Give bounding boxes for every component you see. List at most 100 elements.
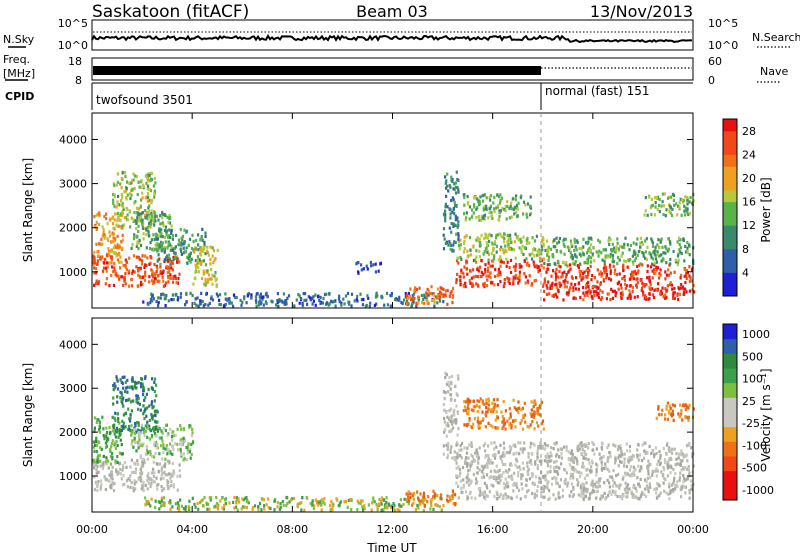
data-cell bbox=[644, 239, 647, 243]
data-cell bbox=[687, 468, 690, 472]
data-cell bbox=[453, 187, 456, 192]
data-cell bbox=[616, 494, 619, 499]
data-cell bbox=[660, 291, 663, 295]
data-cell bbox=[176, 427, 179, 431]
data-cell bbox=[145, 181, 148, 185]
data-cell bbox=[155, 394, 158, 398]
data-cell bbox=[409, 496, 412, 500]
data-cell bbox=[148, 187, 151, 191]
data-cell bbox=[693, 290, 696, 294]
data-cell bbox=[443, 237, 446, 241]
data-cell bbox=[592, 484, 595, 488]
data-cell bbox=[357, 271, 360, 275]
data-cell bbox=[631, 286, 634, 290]
data-cell bbox=[121, 212, 125, 216]
data-cell bbox=[94, 461, 97, 465]
data-cell bbox=[679, 452, 682, 456]
data-cell bbox=[664, 293, 667, 297]
data-cell bbox=[536, 455, 539, 459]
data-cell bbox=[124, 380, 127, 384]
data-cell bbox=[626, 487, 629, 491]
data-cell bbox=[185, 445, 188, 449]
data-cell bbox=[221, 506, 224, 510]
data-cell bbox=[596, 293, 599, 297]
data-cell bbox=[168, 241, 171, 245]
data-cell bbox=[662, 251, 665, 255]
data-cell bbox=[139, 467, 142, 471]
data-cell bbox=[197, 243, 200, 247]
data-cell bbox=[133, 482, 136, 486]
data-cell bbox=[439, 493, 443, 497]
data-cell bbox=[650, 256, 653, 260]
data-cell bbox=[470, 461, 473, 465]
data-cell bbox=[587, 270, 590, 275]
data-cell bbox=[497, 450, 500, 454]
data-cell bbox=[456, 216, 459, 220]
colorbar-segment bbox=[723, 237, 737, 250]
data-cell bbox=[154, 237, 157, 241]
data-cell bbox=[118, 428, 121, 432]
data-cell bbox=[277, 304, 280, 308]
data-cell bbox=[156, 420, 159, 424]
data-cell bbox=[510, 496, 513, 501]
data-cell bbox=[654, 287, 657, 292]
data-cell bbox=[582, 485, 585, 489]
data-cell bbox=[141, 196, 144, 200]
data-cell bbox=[469, 464, 472, 468]
data-cell bbox=[569, 476, 572, 480]
data-cell bbox=[496, 497, 499, 501]
data-cell bbox=[101, 415, 104, 419]
data-cell bbox=[449, 416, 452, 420]
data-cell bbox=[167, 472, 171, 476]
data-cell bbox=[639, 465, 643, 469]
data-cell bbox=[443, 420, 446, 424]
data-cell bbox=[670, 451, 674, 455]
data-cell bbox=[611, 296, 614, 300]
data-cell bbox=[501, 235, 504, 239]
data-cell bbox=[109, 448, 112, 452]
data-cell bbox=[579, 295, 582, 300]
data-cell bbox=[468, 483, 471, 487]
data-cell bbox=[148, 481, 151, 485]
data-cell bbox=[145, 429, 148, 433]
data-cell bbox=[117, 224, 120, 228]
data-cell bbox=[116, 224, 119, 228]
data-cell bbox=[525, 212, 528, 216]
data-cell bbox=[518, 277, 521, 281]
data-cell bbox=[131, 378, 134, 382]
nsearch-label: N.Search bbox=[752, 31, 800, 44]
data-cell bbox=[679, 292, 682, 296]
data-cell bbox=[423, 301, 426, 305]
data-cell bbox=[156, 279, 159, 283]
data-cell bbox=[155, 440, 158, 444]
data-cell bbox=[141, 221, 144, 225]
data-cell bbox=[669, 406, 672, 411]
colorbar-segment bbox=[723, 189, 737, 203]
data-cell bbox=[245, 506, 248, 510]
data-cell bbox=[608, 481, 611, 485]
data-cell bbox=[589, 492, 592, 496]
data-cell bbox=[448, 375, 451, 380]
data-cell bbox=[125, 197, 128, 201]
data-cell bbox=[146, 423, 149, 427]
data-cell bbox=[413, 296, 416, 300]
data-cell bbox=[190, 434, 194, 438]
data-cell bbox=[484, 442, 487, 446]
data-cell bbox=[450, 419, 453, 423]
data-cell bbox=[497, 270, 500, 274]
data-cell bbox=[139, 455, 142, 460]
data-cell bbox=[601, 494, 604, 498]
data-cell bbox=[453, 240, 456, 244]
data-cell bbox=[414, 290, 417, 294]
data-cell bbox=[502, 251, 505, 255]
data-cell bbox=[515, 407, 518, 411]
data-cell bbox=[110, 250, 113, 254]
data-cell bbox=[487, 454, 490, 458]
data-cell bbox=[470, 208, 474, 212]
data-cell bbox=[301, 302, 304, 306]
data-cell bbox=[288, 500, 291, 504]
data-cell bbox=[448, 226, 451, 230]
data-cell bbox=[569, 255, 573, 259]
data-cell bbox=[103, 475, 106, 479]
data-cell bbox=[479, 274, 482, 279]
